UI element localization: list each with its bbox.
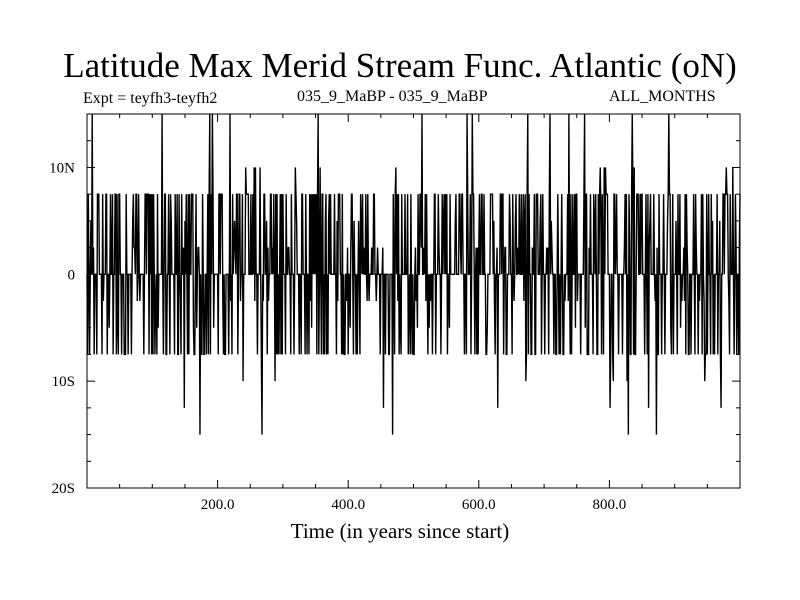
- x-tick-label: 200.0: [201, 497, 235, 513]
- experiment-label: Expt = teyfh3-teyfh2: [83, 90, 218, 107]
- x-tick-label: 400.0: [331, 497, 365, 513]
- months-label: ALL_MONTHS: [609, 88, 716, 105]
- y-tick-label: 10S: [52, 374, 75, 390]
- series-line: [86, 113, 741, 435]
- x-tick-label: 800.0: [593, 497, 627, 513]
- x-tick-label: 600.0: [462, 497, 496, 513]
- y-tick-label: 20S: [52, 481, 75, 497]
- y-tick-label: 10N: [49, 160, 75, 176]
- runs-label: 035_9_MaBP - 035_9_MaBP: [297, 88, 488, 105]
- chart-title: Latitude Max Merid Stream Func. Atlantic…: [63, 46, 737, 85]
- y-tick-label: 0: [68, 267, 76, 283]
- x-axis-label: Time (in years since start): [290, 519, 510, 543]
